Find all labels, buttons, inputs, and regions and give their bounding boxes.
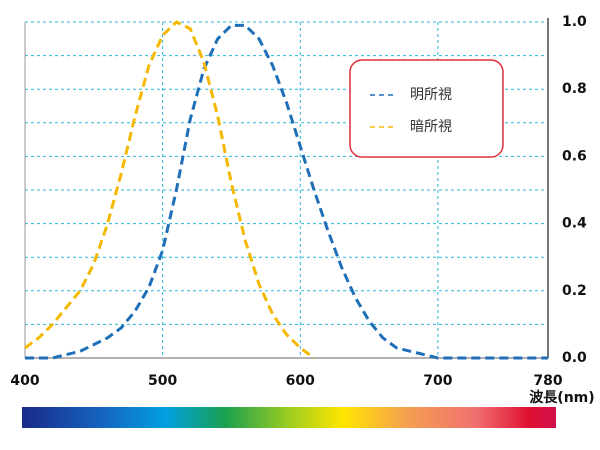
y-tick-label: 0.0 xyxy=(562,350,587,366)
x-tick-label: 600 xyxy=(286,373,315,389)
x-tick-label: 400 xyxy=(10,373,39,389)
series-line xyxy=(25,23,548,360)
series-line xyxy=(24,20,315,360)
y-tick-label: 0.6 xyxy=(562,148,587,164)
spectrum-bar xyxy=(22,407,556,428)
x-tick-label: 500 xyxy=(148,373,177,389)
y-tick-label: 0.2 xyxy=(562,283,587,299)
x-tick-label: 780 xyxy=(533,373,562,389)
y-tick-label: 0.8 xyxy=(562,81,587,97)
legend-box xyxy=(349,59,504,158)
y-tick-label: 1.0 xyxy=(562,14,587,30)
legend-label: 明所視 xyxy=(410,87,452,103)
x-axis-label: 波長(nm) xyxy=(529,389,594,406)
y-tick-label: 0.4 xyxy=(562,216,587,232)
x-tick-label: 700 xyxy=(423,373,452,389)
legend-label: 暗所視 xyxy=(410,119,452,135)
